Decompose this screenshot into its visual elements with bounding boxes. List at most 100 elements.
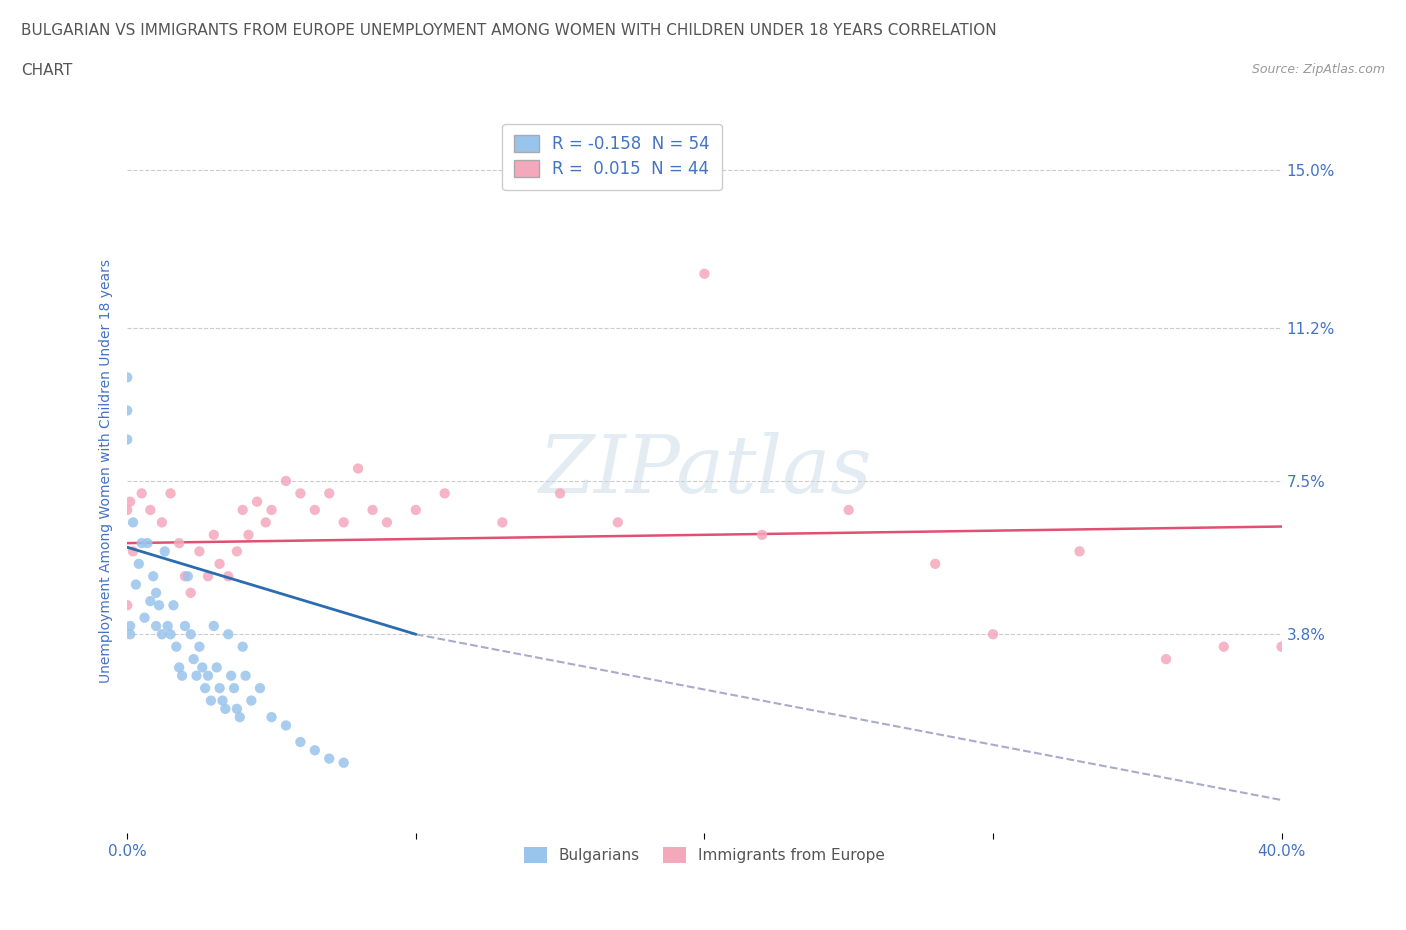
Point	[332, 755, 354, 770]
Point	[229, 710, 252, 724]
Point	[120, 494, 142, 509]
Point	[134, 610, 156, 625]
Point	[318, 486, 340, 501]
Point	[274, 718, 297, 733]
Point	[606, 515, 628, 530]
Point	[131, 486, 153, 501]
Point	[128, 556, 150, 571]
Point	[131, 536, 153, 551]
Point	[260, 710, 283, 724]
Point	[148, 598, 170, 613]
Point	[693, 266, 716, 281]
Point	[238, 527, 260, 542]
Point	[170, 669, 193, 684]
Point	[125, 578, 148, 592]
Point	[117, 502, 139, 517]
Point	[260, 502, 283, 517]
Point	[145, 585, 167, 600]
Point	[249, 681, 271, 696]
Point	[156, 618, 179, 633]
Point	[225, 701, 247, 716]
Point	[981, 627, 1004, 642]
Point	[162, 598, 184, 613]
Point	[197, 669, 219, 684]
Point	[191, 660, 214, 675]
Point	[142, 569, 165, 584]
Point	[751, 527, 773, 542]
Point	[211, 693, 233, 708]
Point	[200, 693, 222, 708]
Point	[1212, 639, 1234, 654]
Point	[188, 544, 211, 559]
Point	[304, 743, 326, 758]
Point	[214, 701, 236, 716]
Point	[232, 639, 254, 654]
Point	[1069, 544, 1091, 559]
Point	[180, 627, 202, 642]
Point	[139, 502, 162, 517]
Point	[318, 751, 340, 766]
Point	[167, 536, 190, 551]
Point	[122, 515, 145, 530]
Point	[202, 527, 225, 542]
Point	[491, 515, 513, 530]
Point	[150, 515, 173, 530]
Point	[167, 660, 190, 675]
Text: ZIPatlas: ZIPatlas	[537, 432, 872, 510]
Y-axis label: Unemployment Among Women with Children Under 18 years: Unemployment Among Women with Children U…	[100, 259, 114, 683]
Point	[153, 544, 176, 559]
Point	[165, 639, 187, 654]
Point	[254, 515, 277, 530]
Point	[347, 461, 370, 476]
Point	[117, 432, 139, 447]
Point	[120, 618, 142, 633]
Point	[208, 556, 231, 571]
Point	[838, 502, 860, 517]
Point	[217, 569, 239, 584]
Point	[183, 652, 205, 667]
Point	[139, 593, 162, 608]
Point	[117, 370, 139, 385]
Point	[548, 486, 571, 501]
Point	[1154, 652, 1177, 667]
Point	[188, 639, 211, 654]
Point	[120, 627, 142, 642]
Text: CHART: CHART	[21, 63, 73, 78]
Point	[186, 669, 208, 684]
Point	[177, 569, 200, 584]
Point	[246, 494, 269, 509]
Point	[222, 681, 245, 696]
Point	[290, 735, 312, 750]
Point	[136, 536, 159, 551]
Point	[202, 618, 225, 633]
Text: Source: ZipAtlas.com: Source: ZipAtlas.com	[1251, 63, 1385, 76]
Point	[159, 627, 181, 642]
Point	[197, 569, 219, 584]
Point	[304, 502, 326, 517]
Point	[433, 486, 456, 501]
Point	[205, 660, 228, 675]
Point	[219, 669, 242, 684]
Point	[235, 669, 257, 684]
Legend: Bulgarians, Immigrants from Europe: Bulgarians, Immigrants from Europe	[517, 841, 891, 869]
Point	[174, 569, 197, 584]
Point	[924, 556, 946, 571]
Point	[332, 515, 354, 530]
Point	[150, 627, 173, 642]
Point	[232, 502, 254, 517]
Point	[174, 618, 197, 633]
Point	[361, 502, 384, 517]
Point	[240, 693, 263, 708]
Point	[180, 585, 202, 600]
Point	[217, 627, 239, 642]
Point	[117, 598, 139, 613]
Point	[290, 486, 312, 501]
Point	[194, 681, 217, 696]
Text: BULGARIAN VS IMMIGRANTS FROM EUROPE UNEMPLOYMENT AMONG WOMEN WITH CHILDREN UNDER: BULGARIAN VS IMMIGRANTS FROM EUROPE UNEM…	[21, 23, 997, 38]
Point	[208, 681, 231, 696]
Point	[375, 515, 398, 530]
Point	[145, 618, 167, 633]
Point	[274, 473, 297, 488]
Point	[405, 502, 427, 517]
Point	[159, 486, 181, 501]
